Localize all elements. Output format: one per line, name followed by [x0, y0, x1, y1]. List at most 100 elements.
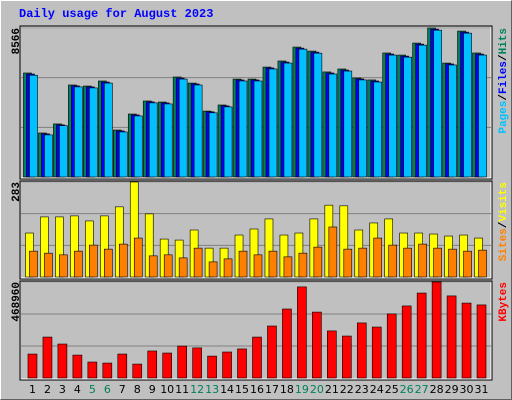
- bar: [446, 295, 457, 379]
- bar: [268, 250, 278, 278]
- bar: [327, 330, 337, 379]
- x-tick-label: 10: [160, 383, 174, 396]
- legend-entry: Visits: [498, 182, 510, 222]
- bar: [403, 56, 412, 178]
- legend: KBytes: [498, 282, 510, 322]
- bar: [87, 361, 98, 379]
- bar: [148, 255, 158, 278]
- bar: [283, 256, 293, 278]
- x-tick-label: 2: [44, 383, 51, 396]
- bar: [237, 348, 247, 379]
- bar: [74, 86, 83, 178]
- legend-separator: /: [498, 221, 510, 228]
- x-tick-label: 7: [119, 383, 126, 396]
- bar: [44, 252, 53, 278]
- bar: [27, 353, 38, 379]
- y-tick-label: 283: [11, 182, 23, 202]
- bar: [72, 354, 83, 379]
- bar: [448, 248, 457, 278]
- x-tick-label: 12: [190, 383, 204, 396]
- x-tick-label: 16: [250, 383, 264, 396]
- bar: [328, 73, 338, 178]
- x-tick-label: 8: [134, 383, 141, 396]
- bar: [386, 313, 397, 379]
- bar: [29, 250, 38, 278]
- bar: [222, 351, 232, 379]
- y-tick-label: 8566: [11, 28, 23, 54]
- bar: [193, 247, 203, 278]
- chart-title: Daily usage for August 2023: [19, 7, 213, 21]
- x-tick-label: 31: [475, 383, 489, 396]
- bar: [416, 292, 427, 379]
- bar: [418, 243, 427, 278]
- x-tick-label: 29: [445, 383, 459, 396]
- x-tick-label: 14: [220, 383, 234, 396]
- bar: [433, 29, 442, 178]
- bar: [208, 261, 218, 278]
- x-tick-label: 27: [415, 383, 429, 396]
- bar: [223, 258, 233, 278]
- bar: [178, 257, 188, 278]
- bar: [463, 250, 472, 278]
- bar: [208, 112, 218, 178]
- bar: [268, 68, 278, 178]
- bar: [59, 125, 68, 178]
- legend-separator: /: [498, 94, 510, 101]
- x-tick-label: 17: [265, 383, 279, 396]
- legend-separator: /: [498, 54, 510, 61]
- x-tick-label: 15: [235, 383, 249, 396]
- bar: [267, 325, 277, 379]
- bar: [133, 115, 143, 178]
- legend-entry: KBytes: [498, 282, 510, 322]
- bar: [342, 335, 352, 379]
- bar: [358, 79, 368, 178]
- x-tick-label: 3: [59, 383, 66, 396]
- bar: [461, 302, 472, 379]
- bar: [59, 254, 68, 278]
- y-tick-label: 468960: [11, 282, 23, 322]
- bar: [252, 336, 262, 379]
- bar: [74, 250, 83, 278]
- bar: [328, 226, 338, 278]
- bar: [371, 326, 382, 379]
- bar: [238, 80, 248, 178]
- bar: [356, 322, 367, 379]
- bar: [418, 44, 427, 178]
- bar: [388, 244, 398, 278]
- x-tick-label: 6: [104, 383, 111, 396]
- legend-entry: Pages: [498, 101, 510, 134]
- bar: [192, 347, 202, 379]
- bar: [431, 281, 442, 379]
- x-tick-label: 4: [74, 383, 81, 396]
- bar: [283, 62, 293, 178]
- bar: [478, 54, 487, 178]
- bar: [401, 305, 412, 379]
- bar: [343, 248, 353, 278]
- bar: [223, 106, 233, 178]
- bar: [118, 131, 128, 178]
- bar: [133, 237, 143, 278]
- x-tick-label: 13: [205, 383, 219, 396]
- bar: [118, 243, 128, 278]
- x-tick-label: 30: [460, 383, 474, 396]
- bar: [177, 345, 187, 379]
- bar: [104, 248, 113, 278]
- legend: Sites/Visits: [498, 182, 510, 261]
- bar: [162, 352, 172, 379]
- bar: [343, 70, 353, 178]
- bar: [163, 254, 173, 278]
- x-tick-label: 19: [295, 383, 309, 396]
- bar: [313, 52, 323, 178]
- bar: [44, 134, 53, 178]
- bar: [253, 80, 263, 178]
- bar: [89, 244, 98, 278]
- legend-entry: Hits: [498, 28, 510, 54]
- x-tick-label: 24: [370, 383, 384, 396]
- bar: [403, 247, 412, 278]
- bar: [476, 304, 487, 379]
- bar: [448, 64, 457, 178]
- x-tick-label: 9: [149, 383, 156, 396]
- x-tick-label: 5: [89, 383, 96, 396]
